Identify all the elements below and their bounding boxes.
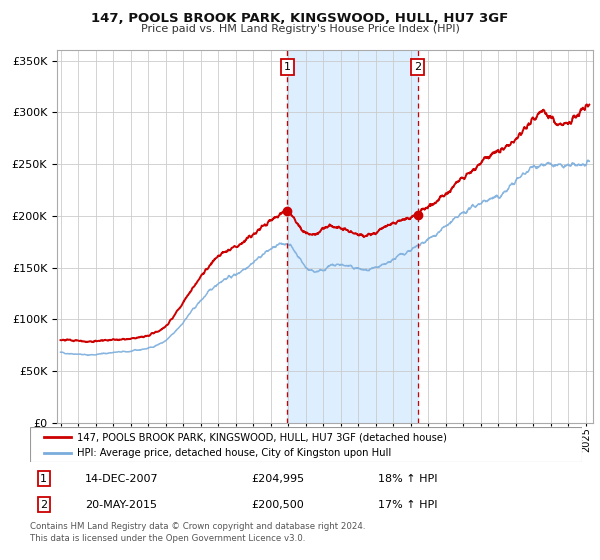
- Text: 147, POOLS BROOK PARK, KINGSWOOD, HULL, HU7 3GF (detached house): 147, POOLS BROOK PARK, KINGSWOOD, HULL, …: [77, 432, 447, 442]
- Text: 20-MAY-2015: 20-MAY-2015: [85, 500, 157, 510]
- Text: 2: 2: [414, 62, 421, 72]
- Text: Price paid vs. HM Land Registry's House Price Index (HPI): Price paid vs. HM Land Registry's House …: [140, 24, 460, 34]
- Text: HPI: Average price, detached house, City of Kingston upon Hull: HPI: Average price, detached house, City…: [77, 447, 391, 458]
- Text: £204,995: £204,995: [251, 474, 304, 484]
- Text: Contains HM Land Registry data © Crown copyright and database right 2024.
This d: Contains HM Land Registry data © Crown c…: [30, 522, 365, 543]
- Text: 147, POOLS BROOK PARK, KINGSWOOD, HULL, HU7 3GF: 147, POOLS BROOK PARK, KINGSWOOD, HULL, …: [91, 12, 509, 25]
- Text: 1: 1: [284, 62, 291, 72]
- Text: 18% ↑ HPI: 18% ↑ HPI: [378, 474, 437, 484]
- Text: £200,500: £200,500: [251, 500, 304, 510]
- Text: 1: 1: [40, 474, 47, 484]
- Bar: [287, 50, 418, 423]
- Text: 2: 2: [40, 500, 47, 510]
- Text: 14-DEC-2007: 14-DEC-2007: [85, 474, 159, 484]
- Text: 17% ↑ HPI: 17% ↑ HPI: [378, 500, 437, 510]
